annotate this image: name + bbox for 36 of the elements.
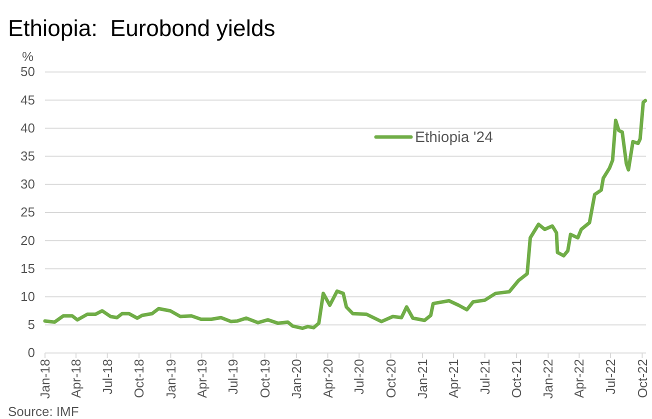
- y-tick-label: 0: [28, 345, 35, 360]
- x-tick-label: Jan-21: [415, 359, 430, 399]
- x-tick-label: Jan-22: [540, 359, 556, 399]
- y-tick-label: 25: [20, 204, 35, 220]
- x-tick-label: Jul-18: [100, 359, 115, 394]
- x-tick-label: Oct-21: [509, 359, 524, 398]
- x-tick-label: Oct-22: [634, 359, 650, 398]
- source-note: Source: IMF: [8, 404, 79, 419]
- x-tick-label: Oct-19: [257, 359, 272, 398]
- x-tick-label: Jul-21: [477, 359, 492, 394]
- x-tick-label: Apr-18: [68, 359, 84, 398]
- x-tick-label: Jan-19: [163, 359, 178, 399]
- x-tick-label: Apr-22: [572, 359, 587, 398]
- y-tick-label: 50: [20, 64, 35, 80]
- line-series: [43, 98, 648, 330]
- x-tick-label: Jul-22: [603, 359, 618, 394]
- chart-title: Ethiopia: Eurobond yields: [8, 15, 276, 41]
- y-tick-label: 30: [20, 176, 35, 192]
- x-tick-label: Oct-20: [383, 359, 398, 398]
- y-tick-label: 40: [20, 120, 35, 136]
- x-tick-label: Jan-20: [288, 359, 304, 399]
- legend-label: Ethiopia '24: [415, 129, 493, 146]
- y-tick-label: 45: [20, 92, 35, 108]
- y-tick-label: 20: [20, 232, 35, 248]
- y-tick-label: 35: [20, 148, 35, 164]
- x-tick-label: Apr-20: [320, 359, 336, 398]
- x-tick-label: Jul-19: [226, 359, 241, 394]
- x-tick-label: Oct-18: [132, 359, 147, 398]
- y-tick-label: 5: [28, 317, 35, 332]
- x-tick-label: Apr-21: [446, 359, 462, 398]
- y-axis-title: %: [22, 49, 34, 64]
- x-tick-label: Jan-18: [38, 359, 53, 399]
- y-tick-label: 10: [20, 288, 35, 304]
- x-tick-label: Apr-19: [194, 359, 210, 398]
- y-tick-label: 15: [20, 260, 35, 276]
- x-tick-label: Jul-20: [352, 359, 367, 394]
